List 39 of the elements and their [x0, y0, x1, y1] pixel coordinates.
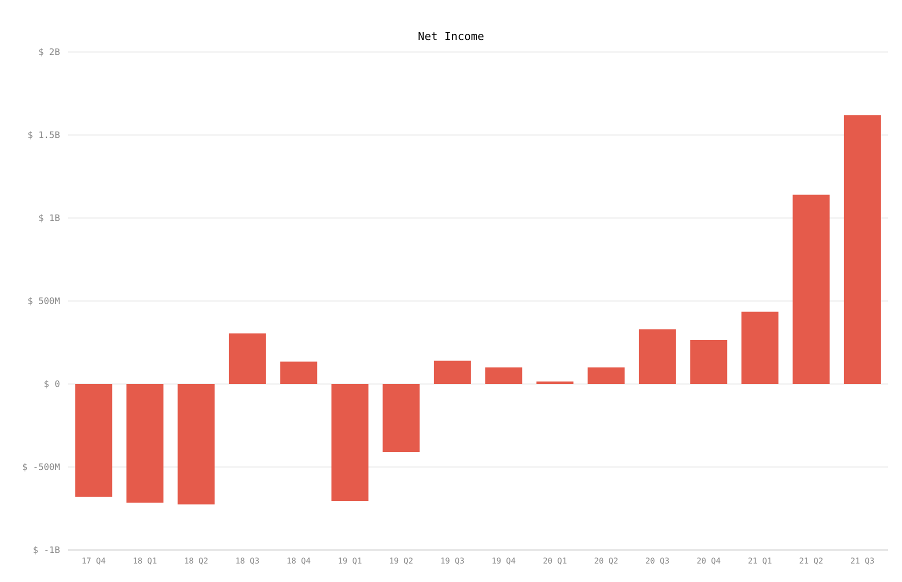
bar [638, 329, 676, 384]
x-tick-label: 18 Q4 [286, 556, 311, 566]
y-tick-label: $ -1B [32, 546, 60, 556]
bar [690, 340, 728, 384]
x-tick-label: 20 Q1 [542, 556, 568, 566]
bar [792, 194, 830, 384]
bar [844, 115, 881, 384]
x-tick-label: 18 Q1 [132, 556, 158, 566]
x-tick-label: 17 Q4 [82, 556, 106, 566]
x-tick-label: 20 Q2 [594, 556, 618, 566]
x-tick-label: 21 Q3 [850, 556, 875, 566]
y-tick-label: $ 500M [27, 297, 61, 308]
bar [280, 362, 318, 384]
bar [75, 384, 112, 497]
x-tick-label: 20 Q4 [696, 556, 721, 566]
bar [485, 367, 522, 384]
y-tick-label: $ 1.5B [27, 131, 60, 142]
bar [434, 360, 471, 384]
x-tick-label: 19 Q1 [338, 556, 362, 566]
bar [228, 333, 266, 384]
x-tick-label: 20 Q3 [645, 556, 670, 566]
x-tick-label: 19 Q3 [440, 556, 465, 566]
x-tick-label: 18 Q3 [235, 556, 260, 566]
bar [126, 384, 164, 503]
y-tick-label: $ 1B [38, 214, 60, 224]
x-tick-label: 21 Q2 [799, 556, 824, 566]
y-tick-label: $ 2B [38, 48, 60, 58]
bar [331, 384, 368, 502]
bar [382, 384, 420, 452]
y-tick-label: $ 0 [44, 380, 60, 390]
bar [588, 367, 625, 384]
x-tick-label: 18 Q2 [184, 556, 208, 566]
bar [178, 384, 215, 504]
x-tick-label: 21 Q1 [748, 556, 772, 566]
y-tick-label: $ -500M [22, 463, 61, 474]
x-tick-label: 19 Q2 [389, 556, 414, 566]
chart-title: Net Income [416, 30, 486, 43]
x-tick-label: 19 Q4 [492, 556, 516, 566]
bar [741, 312, 778, 384]
